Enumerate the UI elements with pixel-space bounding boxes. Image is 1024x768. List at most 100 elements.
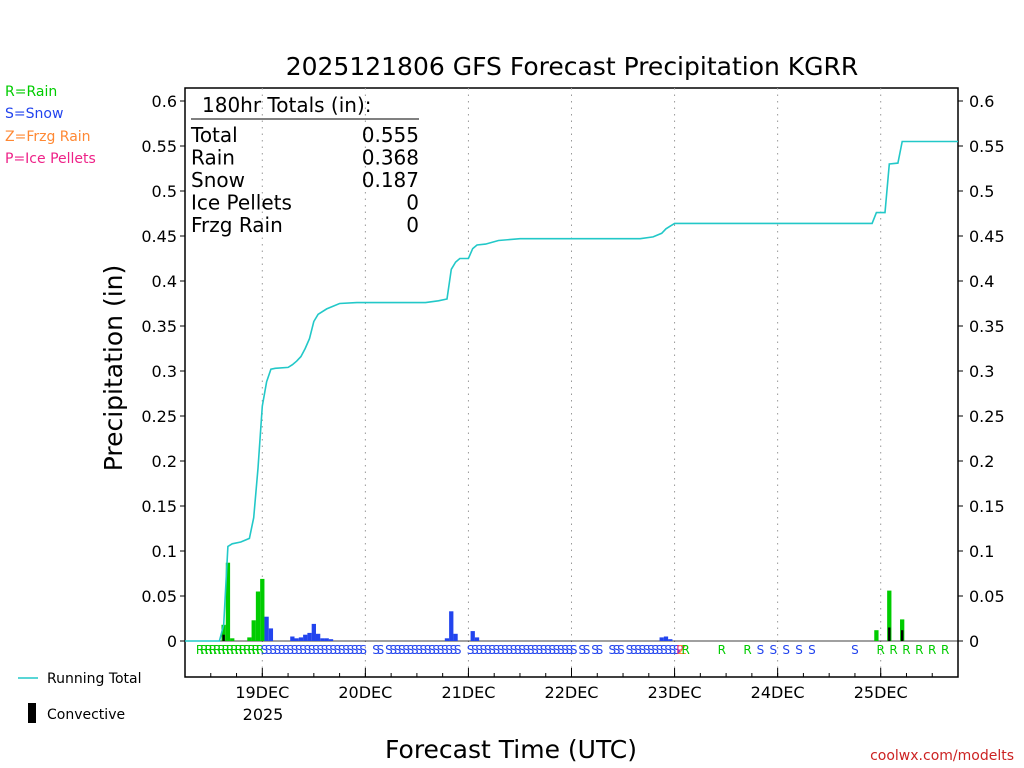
totals-row-value: 0 — [406, 191, 419, 215]
precip-type-letter: R — [226, 643, 234, 657]
y-tick-label-left: 0.5 — [152, 182, 177, 201]
type-key: R=Rain S=Snow Z=Frzg Rain P=Ice Pellets — [5, 84, 96, 167]
totals-row-value: 0 — [406, 213, 419, 237]
totals-box: 180hr Totals (in): Total 0.555 Rain 0.368 Sn… — [190, 93, 419, 237]
type-key-ice-pellets: P=Ice Pellets — [5, 151, 96, 167]
precip-type-letter: R — [928, 643, 936, 657]
precip-type-letter: S — [484, 643, 492, 657]
precip-type-letter: S — [342, 643, 350, 657]
precip-type-letter: R — [213, 643, 221, 657]
precip-type-letter: S — [497, 643, 505, 657]
site-credit: coolwx.com/modelts — [870, 748, 1014, 764]
precip-type-letter: R — [718, 643, 726, 657]
convective-bar — [900, 630, 904, 641]
precip-type-letter: R — [243, 643, 251, 657]
precip-type-letter: S — [355, 643, 363, 657]
x-axis: 19DEC 20DEC 21DEC 22DEC 23DEC 24DEC 25DEC — [210, 668, 933, 702]
rain-bar — [247, 637, 252, 641]
y-tick-label-right: 0.25 — [969, 407, 1005, 426]
snow-bar — [311, 623, 316, 641]
precip-type-letter: S — [389, 643, 397, 657]
precip-type-letter: S — [757, 643, 765, 657]
precip-type-letter: S — [596, 643, 604, 657]
precip-type-letter: R — [196, 643, 204, 657]
snow-bar — [298, 637, 304, 641]
x-tick-label: 23DEC — [648, 683, 702, 702]
precip-type-letter: S — [450, 643, 458, 657]
precip-type-letter: R — [217, 643, 225, 657]
totals-row-name: Snow — [191, 168, 245, 192]
precip-type-letter: S — [467, 643, 475, 657]
y-tick-label-right: 0.3 — [969, 362, 994, 381]
precip-type-letter: S — [308, 643, 316, 657]
precip-type-letter: S — [488, 643, 496, 657]
precip-type-letter: S — [493, 643, 501, 657]
precip-type-letter: Z — [678, 643, 686, 657]
y-tick-label-left: 0.2 — [152, 452, 177, 471]
precip-type-letter: S — [411, 643, 419, 657]
precip-type-letter: R — [889, 643, 897, 657]
precip-type-letter: S — [445, 643, 453, 657]
precip-type-letter: S — [316, 643, 324, 657]
precip-type-letter: S — [321, 643, 329, 657]
precip-type-letter: S — [329, 643, 337, 657]
totals-row-value: 0.368 — [362, 146, 419, 170]
snow-bar — [663, 636, 669, 641]
y-tick-label-left: 0.1 — [152, 542, 177, 561]
precip-type-letter: S — [347, 643, 355, 657]
x-tick-label: 25DEC — [854, 683, 908, 702]
totals-row-value: 0.187 — [362, 168, 419, 192]
precip-type-letter: S — [548, 643, 556, 657]
y-tick-label-left: 0.15 — [141, 497, 177, 516]
convective-legend-label: Convective — [47, 707, 125, 723]
convective-legend-swatch — [28, 703, 36, 723]
precip-type-letter: S — [398, 643, 406, 657]
rain-bar — [221, 624, 226, 641]
y-tick-label-right: 0.05 — [969, 587, 1005, 606]
y-axis-left: 0 0.05 0.1 0.15 0.2 0.25 0.3 0.35 0.4 0.45 0.5 0.55… — [141, 92, 185, 651]
rain-bar — [887, 590, 892, 641]
y-tick-label-right: 0.35 — [969, 317, 1005, 336]
line-legend: Running Total Convective — [18, 671, 142, 723]
precip-type-letter: S — [501, 643, 509, 657]
running-total-legend-label: Running Total — [47, 671, 142, 687]
x-axis-label: Forecast Time (UTC) — [385, 735, 637, 764]
precip-type-letter: R — [230, 643, 238, 657]
precip-type-letter: R — [247, 643, 255, 657]
snow-bar — [315, 633, 321, 641]
precip-type-letter: S — [553, 643, 561, 657]
running-total-line — [185, 140, 958, 642]
precip-type-letter: S — [643, 643, 651, 657]
precip-type-letter: S — [527, 643, 535, 657]
precip-type-letter: S — [441, 643, 449, 657]
precip-type-letter: S — [338, 643, 346, 657]
precip-type-letter: S — [372, 643, 380, 657]
y-tick-label-left: 0.6 — [152, 92, 177, 111]
precip-type-letter: S — [647, 643, 655, 657]
precip-type-letter: S — [656, 643, 664, 657]
chart-title: 2025121806 GFS Forecast Precipitation KG… — [286, 52, 859, 81]
totals-row-name: Rain — [191, 146, 235, 170]
precip-type-letter: S — [291, 643, 299, 657]
precip-bars — [221, 562, 905, 641]
year-label: 2025 — [243, 705, 284, 724]
y-tick-label-right: 0.55 — [969, 137, 1005, 156]
totals-row-name: Ice Pellets — [191, 191, 292, 215]
precip-type-letter: S — [420, 643, 428, 657]
snow-bar — [659, 637, 664, 641]
precip-type-letter: R — [256, 643, 264, 657]
precip-type-letter: S — [261, 643, 269, 657]
precip-type-letter: S — [634, 643, 642, 657]
precip-type-letter: R — [239, 643, 247, 657]
precip-type-letter: S — [514, 643, 522, 657]
precip-type-letter: S — [617, 643, 625, 657]
precip-type-letter: S — [295, 643, 303, 657]
rain-bar — [251, 620, 256, 641]
precip-type-letter: S — [265, 643, 273, 657]
precip-type-letter: S — [278, 643, 286, 657]
snow-bar — [307, 632, 312, 641]
precip-type-letter: S — [626, 643, 634, 657]
precip-type-letter: S — [454, 643, 462, 657]
precip-type-letter: S — [480, 643, 488, 657]
